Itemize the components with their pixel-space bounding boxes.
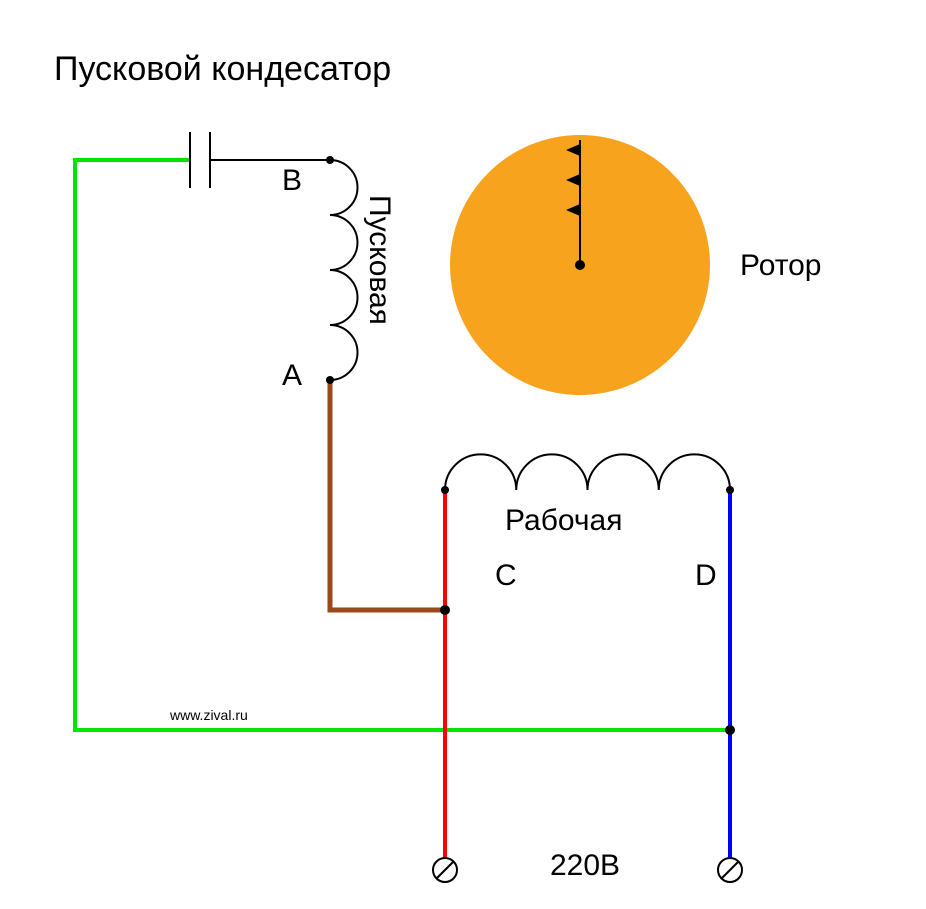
circuit-diagram: Пусковой кондесатор A B C D Ротор Рабочая 220В w…	[0, 0, 926, 909]
coil-start	[330, 160, 358, 380]
terminal-slash-term_L	[436, 861, 454, 879]
label-C: C	[495, 559, 517, 592]
rotor-center-dot	[575, 260, 585, 270]
label-start-coil: Пусковая	[363, 195, 396, 325]
label-B: B	[282, 164, 302, 197]
wire-brown-A-to-C	[330, 380, 445, 610]
terminal-slash-term_R	[721, 861, 739, 879]
coil-run	[445, 454, 730, 490]
node-B	[326, 156, 334, 164]
label-url: www.zival.ru	[169, 707, 248, 723]
title-label: Пусковой кондесатор	[54, 50, 391, 88]
node-C	[441, 486, 449, 494]
node-A	[326, 376, 334, 384]
node-A_to_C_join	[440, 605, 450, 615]
label-rotor: Ротор	[740, 249, 822, 282]
label-voltage: 220В	[550, 849, 620, 882]
label-run-coil: Рабочая	[505, 504, 622, 537]
label-D: D	[695, 559, 717, 592]
label-A: A	[282, 359, 302, 392]
node-D	[726, 486, 734, 494]
node-green_join_D	[725, 725, 735, 735]
